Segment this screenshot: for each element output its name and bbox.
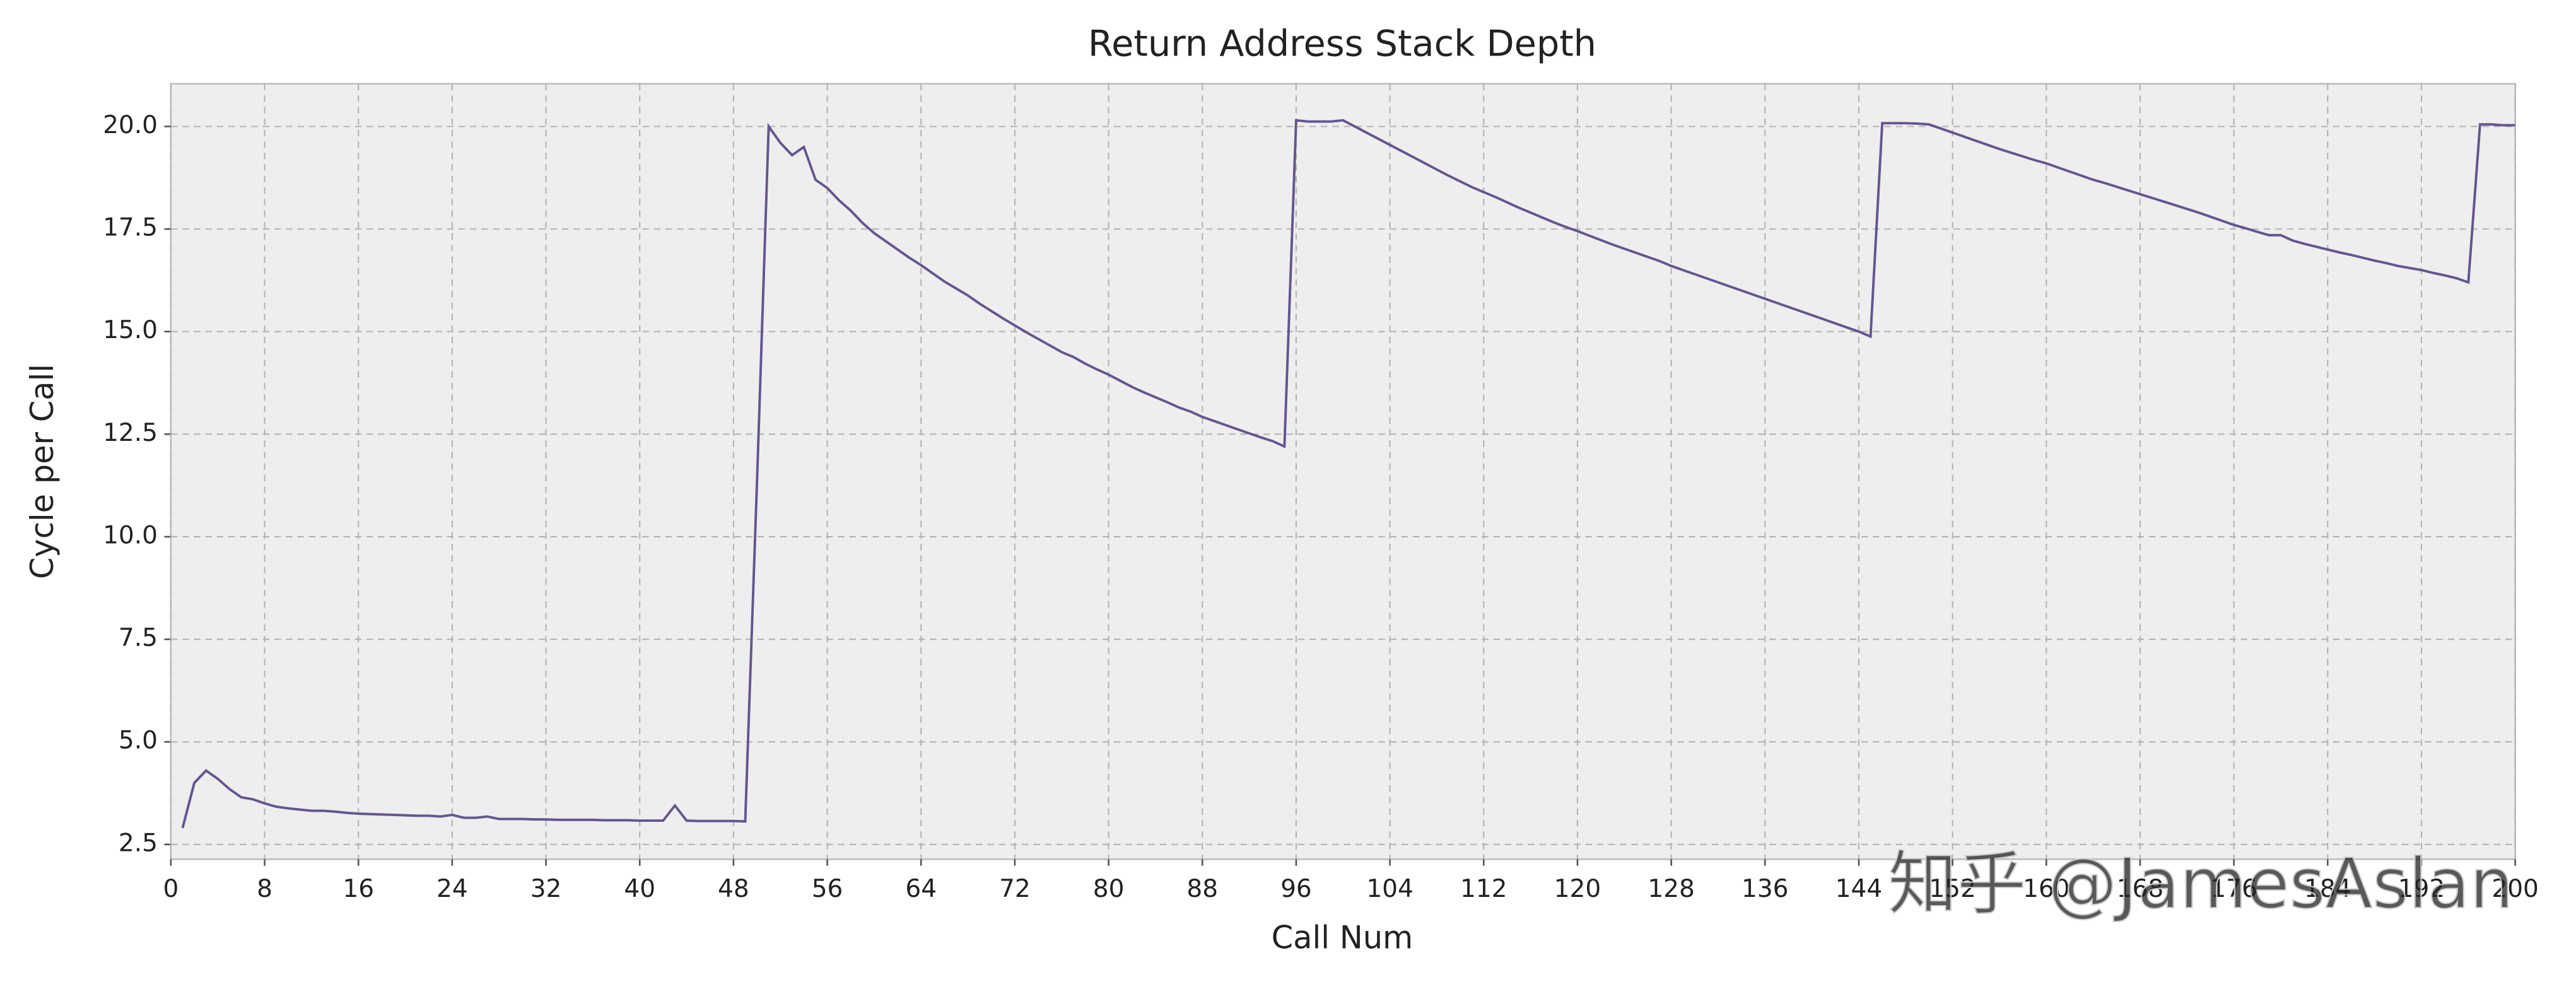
x-tick-label: 136 bbox=[1742, 875, 1789, 903]
plot-area bbox=[170, 83, 2516, 860]
y-tick-label: 20.0 bbox=[103, 111, 158, 139]
x-tick-label: 16 bbox=[342, 875, 374, 903]
x-tick-label: 48 bbox=[718, 875, 749, 903]
x-tick-label: 168 bbox=[2117, 875, 2164, 903]
x-tick-label: 112 bbox=[1460, 875, 1508, 903]
chart-title: Return Address Stack Depth bbox=[1088, 23, 1596, 65]
y-tick-label: 15.0 bbox=[103, 316, 158, 344]
x-tick-label: 128 bbox=[1648, 875, 1695, 903]
y-tick-label: 2.5 bbox=[119, 829, 158, 857]
x-tick-label: 160 bbox=[2023, 875, 2070, 903]
y-tick-label: 12.5 bbox=[103, 419, 158, 447]
x-tick-label: 56 bbox=[812, 875, 843, 903]
x-tick-label: 176 bbox=[2210, 875, 2257, 903]
x-tick-label: 88 bbox=[1186, 875, 1218, 903]
x-tick-label: 184 bbox=[2304, 875, 2351, 903]
y-tick-label: 7.5 bbox=[119, 624, 158, 652]
x-tick-label: 120 bbox=[1554, 875, 1601, 903]
y-tick-label: 17.5 bbox=[103, 214, 158, 242]
y-tick-label: 5.0 bbox=[119, 727, 158, 755]
x-tick-label: 72 bbox=[999, 875, 1031, 903]
x-tick-label: 8 bbox=[257, 875, 272, 903]
x-tick-label: 0 bbox=[163, 875, 179, 903]
y-tick-label: 10.0 bbox=[103, 521, 158, 549]
x-tick-label: 152 bbox=[1929, 875, 1976, 903]
x-tick-label: 64 bbox=[905, 875, 937, 903]
x-tick-label: 80 bbox=[1093, 875, 1125, 903]
x-tick-label: 144 bbox=[1835, 875, 1883, 903]
watermark: 知乎 @JamesAslan bbox=[1888, 843, 2514, 924]
x-tick-label: 32 bbox=[530, 875, 562, 903]
y-axis-label: Cycle per Call bbox=[24, 364, 61, 579]
x-tick-label: 104 bbox=[1366, 875, 1414, 903]
x-tick-label: 40 bbox=[624, 875, 655, 903]
data-line bbox=[181, 119, 2515, 829]
x-axis-label: Call Num bbox=[1272, 919, 1414, 956]
x-tick-label: 24 bbox=[436, 875, 468, 903]
x-tick-label: 96 bbox=[1280, 875, 1312, 903]
x-tick-label: 192 bbox=[2398, 875, 2445, 903]
x-tick-label: 200 bbox=[2491, 875, 2539, 903]
